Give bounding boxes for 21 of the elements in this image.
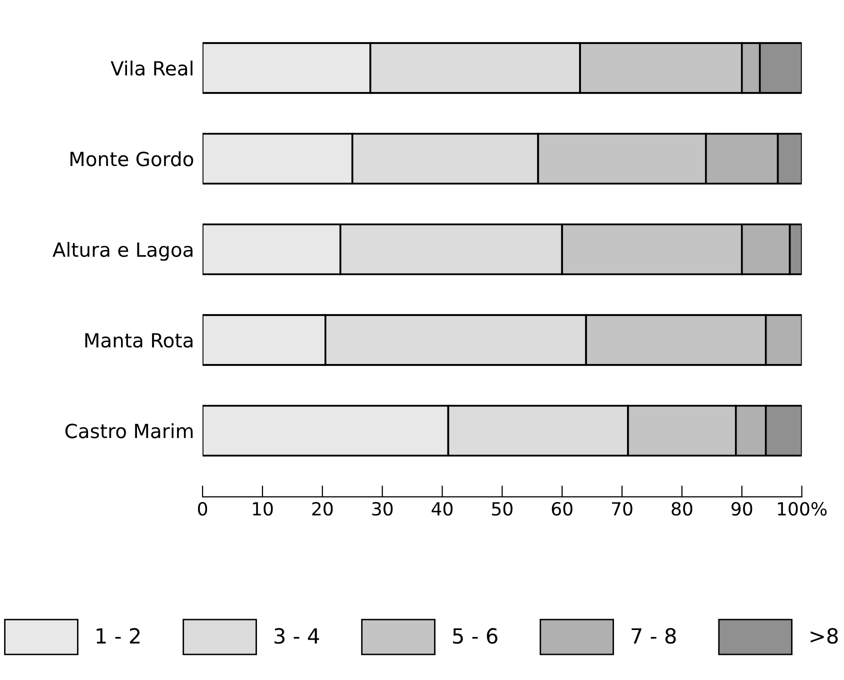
y-tick-label: Castro Marim: [65, 423, 193, 438]
x-tick-label: 20: [312, 502, 333, 516]
x-tick-label: 40: [432, 502, 453, 516]
y-tick-label: Altura e Lagoa: [52, 242, 192, 261]
x-tick-label: 70: [612, 502, 632, 516]
x-tick-label: 60: [552, 502, 572, 516]
x-tick-label: 100%: [778, 502, 827, 516]
x-tick-label: 80: [672, 502, 692, 516]
legend-label: 1 - 2: [96, 628, 140, 644]
legend-label: 5 - 6: [453, 628, 498, 644]
x-tick-label: 0: [198, 502, 208, 516]
x-tick-label: 90: [732, 502, 752, 516]
x-tick-label: 10: [252, 502, 273, 516]
x-tick-label: 50: [492, 502, 512, 516]
x-tick-label: 30: [372, 502, 393, 516]
y-tick-label: Manta Rota: [85, 333, 192, 348]
legend-label: 3 - 4: [274, 628, 320, 644]
y-tick-label: Vila Real: [110, 60, 192, 76]
legend-label: 7 - 8: [632, 628, 676, 644]
y-tick-label: Monte Gordo: [70, 151, 194, 166]
legend-label: >8: [810, 628, 838, 644]
